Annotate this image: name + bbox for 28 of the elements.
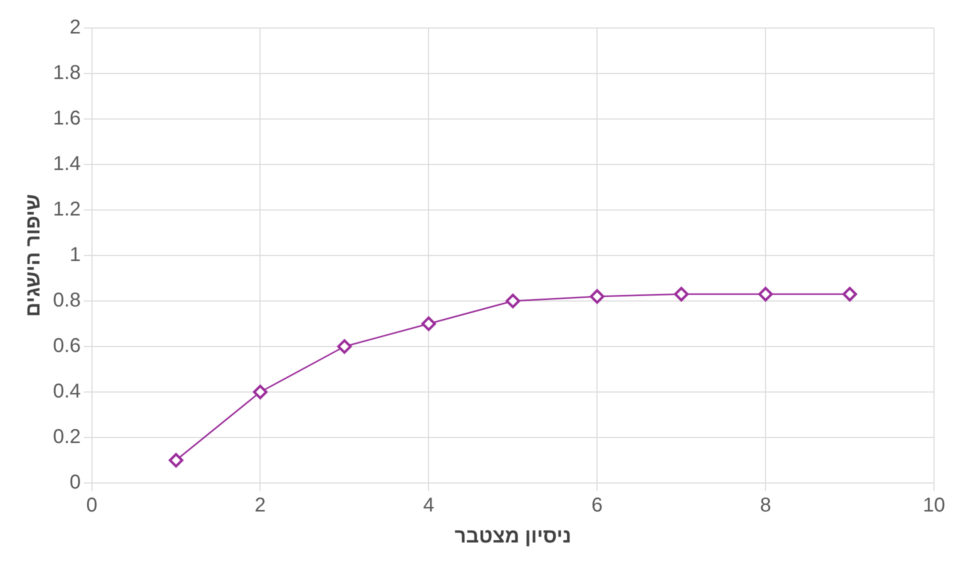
point xyxy=(337,339,352,354)
x-tick-label: 4 xyxy=(423,494,434,517)
point xyxy=(590,289,604,304)
y-tick-label: 1.2 xyxy=(52,198,81,221)
y-tick-label: 0.6 xyxy=(52,335,81,358)
y-tick-label: 2 xyxy=(70,16,81,39)
y-tick-label: 1 xyxy=(70,244,81,266)
x-tick-label: 8 xyxy=(760,494,772,517)
x-axis-title: ניסיון מצטבר xyxy=(454,526,572,548)
point xyxy=(421,316,436,331)
point xyxy=(758,286,773,302)
y-tick-label: 1.4 xyxy=(52,153,81,176)
y-tick-label: 1.8 xyxy=(52,62,81,84)
y-tick-label: 0.2 xyxy=(52,426,81,448)
x-tick-label: 10 xyxy=(922,494,946,517)
point xyxy=(506,294,520,308)
y-tick-label: 0.4 xyxy=(52,380,81,403)
point xyxy=(842,286,858,302)
point xyxy=(252,384,268,400)
x-tick-label: 6 xyxy=(592,494,603,517)
x-tick-label: 0 xyxy=(86,494,98,517)
y-tick-label: 1.6 xyxy=(52,108,81,130)
x-tick-label: 2 xyxy=(254,494,266,517)
y-tick-label: 0 xyxy=(70,472,81,494)
y-tick-label: 0.8 xyxy=(52,290,81,312)
point xyxy=(168,453,184,468)
point xyxy=(674,286,689,302)
y-axis-title: שיפור הישגים xyxy=(22,194,45,317)
